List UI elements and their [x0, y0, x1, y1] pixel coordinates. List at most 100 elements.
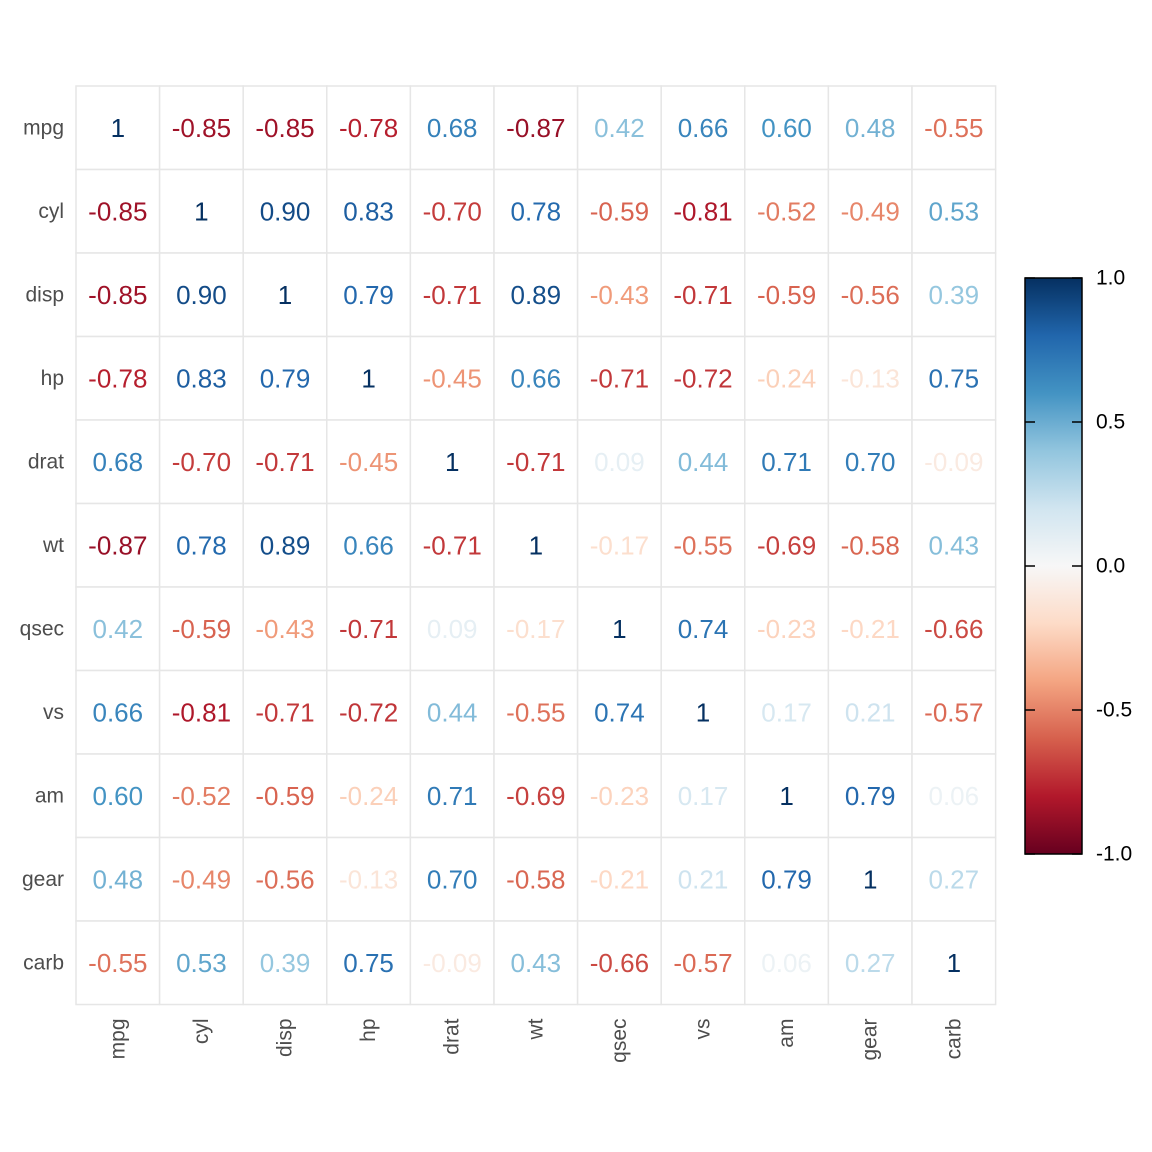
cell-value-label: 0.66: [678, 113, 729, 143]
colorbar-tick-label: 0.5: [1096, 411, 1125, 434]
cell-value-label: -0.71: [255, 697, 314, 727]
cell-value-label: 0.79: [845, 781, 896, 811]
heatmap-cell: [744, 419, 830, 505]
heatmap-cell: [493, 252, 579, 338]
heatmap-cell: [576, 335, 662, 421]
cell-value-label: -0.55: [924, 113, 983, 143]
column-tick-label: gear: [859, 1018, 882, 1060]
cell-value-label: -0.66: [924, 614, 983, 644]
cell-value-label: 1: [278, 280, 292, 310]
cell-value-label: -0.66: [590, 948, 649, 978]
cell-value-label: -0.43: [590, 280, 649, 310]
heatmap-cell: [827, 920, 913, 1006]
heatmap-cell: [576, 753, 662, 839]
heatmap-cell: [493, 335, 579, 421]
heatmap-cell: [827, 669, 913, 755]
heatmap-cell: [493, 836, 579, 922]
row-tick-label: hp: [41, 367, 64, 390]
heatmap-cell: [827, 753, 913, 839]
cell-value-label: 0.79: [260, 363, 311, 393]
heatmap-cell: [75, 753, 161, 839]
heatmap-cell: [158, 669, 244, 755]
heatmap-cell: [75, 502, 161, 588]
cell-value-label: -0.52: [172, 781, 231, 811]
column-tick-label: hp: [357, 1019, 380, 1042]
cell-value-label: 0.68: [427, 113, 478, 143]
cell-value-label: 0.48: [92, 864, 143, 894]
heatmap-cell: [326, 669, 412, 755]
row-tick-label: carb: [23, 951, 64, 974]
cell-value-label: -0.56: [841, 280, 900, 310]
heatmap-cell: [75, 168, 161, 254]
heatmap-cell: [827, 335, 913, 421]
cell-value-label: 0.39: [260, 948, 311, 978]
cell-value-label: 0.83: [176, 363, 227, 393]
cell-value-label: -0.56: [255, 864, 314, 894]
heatmap-cell: [660, 669, 746, 755]
cell-value-label: 0.53: [928, 196, 979, 226]
cell-value-label: 0.09: [427, 614, 478, 644]
cell-value-label: 1: [529, 530, 543, 560]
heatmap-cell: [911, 502, 997, 588]
cell-value-label: -0.17: [590, 530, 649, 560]
row-tick-label: vs: [43, 701, 64, 724]
colorbar-legend: 1.0 0.5 0.0 -0.5 -1.0: [1024, 267, 1132, 866]
colorbar-tick-label: 0.0: [1096, 555, 1125, 578]
cell-value-label: -0.59: [172, 614, 231, 644]
heatmap-cell: [911, 168, 997, 254]
column-tick-label: qsec: [608, 1019, 631, 1063]
cell-value-label: -0.45: [423, 363, 482, 393]
cell-value-label: 0.42: [594, 113, 645, 143]
heatmap-cell: [911, 920, 997, 1006]
cell-value-label: -0.87: [506, 113, 565, 143]
cell-value-label: -0.71: [423, 530, 482, 560]
heatmap-cell: [242, 335, 328, 421]
column-labels: mpg cyl disp hp drat wt qsec vs am gear carb: [106, 1018, 965, 1063]
heatmap-cell: [409, 419, 495, 505]
heatmap-cell: [660, 836, 746, 922]
cell-value-label: 1: [863, 864, 877, 894]
cell-value-label: -0.72: [339, 697, 398, 727]
heatmap-cell: [827, 419, 913, 505]
heatmap-cell: [744, 168, 830, 254]
heatmap-cell: [576, 586, 662, 672]
heatmap-cell: [75, 669, 161, 755]
cell-value-label: -0.52: [757, 196, 816, 226]
cell-value-label: 1: [111, 113, 125, 143]
cell-value-label: -0.09: [423, 948, 482, 978]
cell-value-label: 0.43: [928, 530, 979, 560]
heatmap-cell: [493, 502, 579, 588]
cell-value-label: 0.71: [427, 781, 478, 811]
column-tick-label: disp: [274, 1019, 297, 1058]
cell-value-label: -0.55: [673, 530, 732, 560]
cell-value-label: 0.06: [761, 948, 812, 978]
heatmap-cells: 1 -0.85 -0.85 -0.78 0.68 -0.87 0.42 0.66 0.60 0.4…: [75, 85, 997, 1006]
cell-value-label: 0.90: [260, 196, 311, 226]
row-tick-label: qsec: [20, 617, 64, 640]
cell-value-label: -0.85: [255, 113, 314, 143]
cell-value-label: -0.55: [88, 948, 147, 978]
heatmap-cell: [493, 586, 579, 672]
cell-value-label: 0.68: [92, 447, 143, 477]
cell-value-label: -0.49: [841, 196, 900, 226]
heatmap-cell: [744, 836, 830, 922]
cell-value-label: 1: [445, 447, 459, 477]
heatmap-cell: [827, 168, 913, 254]
column-tick-label: drat: [441, 1018, 464, 1054]
cell-value-label: 0.60: [92, 781, 143, 811]
heatmap-cell: [242, 920, 328, 1006]
cell-value-label: 0.74: [678, 614, 729, 644]
heatmap-cell: [242, 168, 328, 254]
cell-value-label: 1: [779, 781, 793, 811]
cell-value-label: 0.66: [92, 697, 143, 727]
heatmap-cell: [326, 502, 412, 588]
cell-value-label: -0.23: [757, 614, 816, 644]
colorbar-tick-label: -1.0: [1096, 843, 1132, 866]
cell-value-label: -0.13: [339, 864, 398, 894]
cell-value-label: -0.70: [172, 447, 231, 477]
row-labels: mpg cyl disp hp drat wt qsec vs am gear carb: [20, 116, 65, 974]
cell-value-label: 0.71: [761, 447, 812, 477]
cell-value-label: -0.58: [506, 864, 565, 894]
heatmap-cell: [493, 669, 579, 755]
